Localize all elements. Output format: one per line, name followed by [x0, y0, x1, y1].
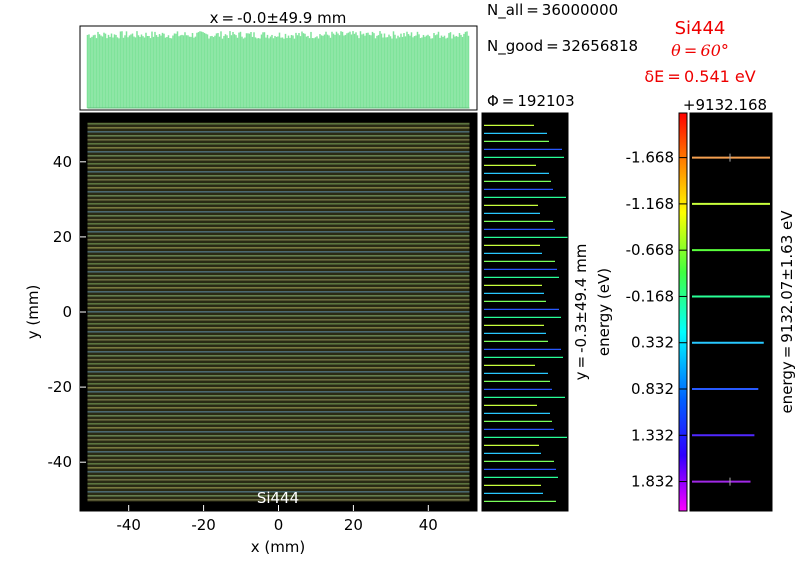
- x-tick-label: -20: [191, 516, 216, 534]
- colorbar-tick-label: 1.832: [631, 473, 674, 491]
- x-axis-label: x (mm): [251, 538, 306, 556]
- stat-n-all: N_all = 36000000: [487, 1, 618, 20]
- right-histogram: [481, 112, 569, 512]
- y-axis-label: y (mm): [24, 285, 42, 340]
- y-tick-label: 0: [62, 303, 72, 321]
- x-tick-label: -40: [116, 516, 141, 534]
- right-axis-label-energy: energy (eV): [595, 268, 613, 356]
- inset-label: Si444: [257, 489, 299, 507]
- x-tick-label: 40: [419, 516, 438, 534]
- colorbar-tick-label: 0.832: [631, 380, 674, 398]
- colorbar-tick-label: -0.668: [626, 241, 674, 259]
- crystal-name: Si444: [675, 18, 726, 39]
- y-tick-label: -20: [48, 378, 73, 396]
- x-tick-label: 0: [274, 516, 284, 534]
- top-histogram: [79, 25, 478, 111]
- crystal-theta: θ = 60°: [671, 41, 729, 60]
- x-tick-label: 20: [344, 516, 363, 534]
- y-tick-label: -40: [48, 453, 73, 471]
- colorbar: -1.668 -1.168 -0.668 -0.168 0.332 0.832 1.332 1…: [626, 112, 773, 512]
- colorbar-tick-label: 1.332: [631, 426, 674, 444]
- main-plot: [79, 112, 478, 512]
- colorbar-offset-label: +9132.168: [683, 96, 767, 114]
- stat-phi: Φ = 192103: [487, 92, 575, 110]
- stat-n-good: N_good = 32656818: [487, 37, 638, 56]
- colorbar-tick-label: -1.168: [626, 195, 674, 213]
- y-tick-label: 40: [53, 153, 72, 171]
- colorbar-tick-label: -1.668: [626, 149, 674, 167]
- top-histogram-title: x = -0.0±49.9 mm: [210, 9, 347, 27]
- colorbar-tick-label: 0.332: [631, 334, 674, 352]
- y-tick-label: 20: [53, 228, 72, 246]
- crystal-dE: δE = 0.541 eV: [644, 67, 755, 86]
- colorbar-tick-label: -0.168: [626, 287, 674, 305]
- right-axis-label-y: y = -0.3±49.4 mm: [572, 244, 590, 381]
- colorbar-side-label: energy = 9132.07±1.63 eV: [778, 210, 796, 414]
